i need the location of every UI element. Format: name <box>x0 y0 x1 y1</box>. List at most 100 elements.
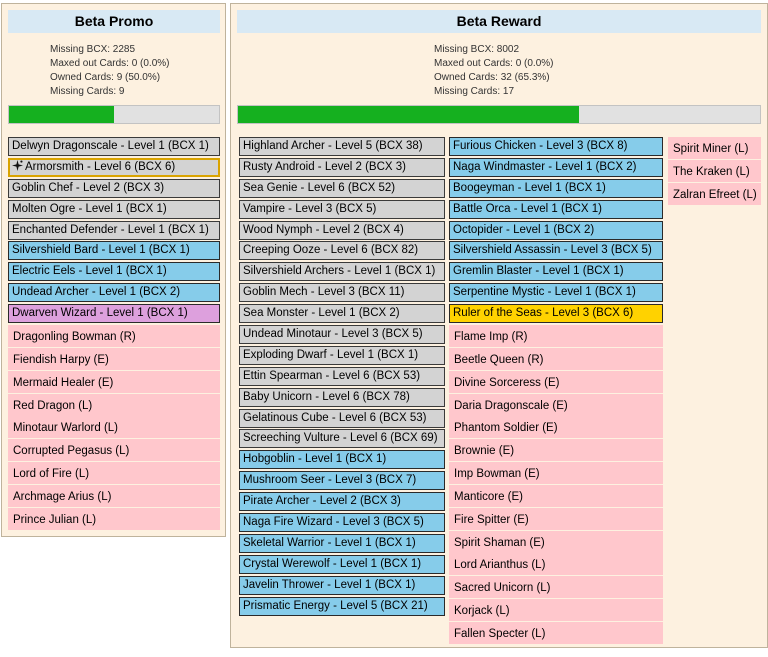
card-item[interactable]: Dwarven Wizard - Level 1 (BCX 1) <box>8 304 220 324</box>
card-item[interactable]: Mushroom Seer - Level 3 (BCX 7) <box>239 471 445 491</box>
card-label: Skeletal Warrior - Level 1 (BCX 1) <box>243 536 416 549</box>
card-item[interactable]: Lord of Fire (L) <box>8 462 220 485</box>
card-item[interactable]: Silvershield Assassin - Level 3 (BCX 5) <box>449 241 663 261</box>
owned-cards-stat: Owned Cards: 32 (65.3%) <box>434 72 550 83</box>
card-item[interactable]: Furious Chicken - Level 3 (BCX 8) <box>449 137 663 156</box>
card-item[interactable]: Minotaur Warlord (L) <box>8 416 220 439</box>
card-label: Red Dragon (L) <box>13 399 93 412</box>
missing-bcx-stat: Missing BCX: 2285 <box>50 44 136 55</box>
card-label: Archmage Arius (L) <box>13 490 112 503</box>
card-item[interactable]: Fiendish Harpy (E) <box>8 347 220 370</box>
beta-reward-panel: Beta Reward Missing BCX: 8002 Maxed out … <box>230 3 768 648</box>
card-item[interactable]: Armorsmith - Level 6 (BCX 6) <box>8 157 220 177</box>
card-item[interactable]: Spirit Miner (L) <box>668 137 761 159</box>
card-label: Silvershield Bard - Level 1 (BCX 1) <box>12 244 190 257</box>
card-label: Sacred Unicorn (L) <box>454 582 551 595</box>
card-item[interactable]: Sea Monster - Level 1 (BCX 2) <box>239 304 445 324</box>
card-item[interactable]: Silvershield Bard - Level 1 (BCX 1) <box>8 241 220 261</box>
card-item[interactable]: Battle Orca - Level 1 (BCX 1) <box>449 199 663 219</box>
card-item[interactable]: Sea Genie - Level 6 (BCX 52) <box>239 178 445 198</box>
card-item[interactable]: Imp Bowman (E) <box>449 462 663 485</box>
card-item[interactable]: Ruler of the Seas - Level 3 (BCX 6) <box>449 304 663 324</box>
card-item[interactable]: Lord Arianthus (L) <box>449 553 663 576</box>
card-label: Beetle Queen (R) <box>454 353 544 366</box>
card-item[interactable]: Goblin Chef - Level 2 (BCX 3) <box>8 178 220 198</box>
card-item[interactable]: Vampire - Level 3 (BCX 5) <box>239 199 445 219</box>
card-item[interactable]: Crystal Werewolf - Level 1 (BCX 1) <box>239 554 445 574</box>
card-item[interactable]: Wood Nymph - Level 2 (BCX 4) <box>239 220 445 240</box>
card-item[interactable]: Gelatinous Cube - Level 6 (BCX 53) <box>239 408 445 428</box>
maxed-cards-stat: Maxed out Cards: 0 (0.0%) <box>434 58 554 69</box>
card-label: Divine Sorceress (E) <box>454 376 560 389</box>
card-item[interactable]: Rusty Android - Level 2 (BCX 3) <box>239 157 445 177</box>
card-item[interactable]: Javelin Thrower - Level 1 (BCX 1) <box>239 575 445 595</box>
card-list: Delwyn Dragonscale - Level 1 (BCX 1) Armo… <box>8 137 220 531</box>
card-item[interactable]: Sacred Unicorn (L) <box>449 576 663 599</box>
card-item[interactable]: Gremlin Blaster - Level 1 (BCX 1) <box>449 262 663 282</box>
card-item[interactable]: Undead Archer - Level 1 (BCX 2) <box>8 283 220 303</box>
card-label: Exploding Dwarf - Level 1 (BCX 1) <box>243 348 419 361</box>
card-label: Baby Unicorn - Level 6 (BCX 78) <box>243 390 410 403</box>
card-item[interactable]: Korjack (L) <box>449 599 663 622</box>
missing-cards-stat: Missing Cards: 9 <box>50 86 125 97</box>
card-item[interactable]: Archmage Arius (L) <box>8 484 220 507</box>
card-label: The Kraken (L) <box>673 165 750 178</box>
card-item[interactable]: Screeching Vulture - Level 6 (BCX 69) <box>239 429 445 449</box>
card-label: Lord Arianthus (L) <box>454 559 546 572</box>
card-item[interactable]: Undead Minotaur - Level 3 (BCX 5) <box>239 325 445 345</box>
card-item[interactable]: Daria Dragonscale (E) <box>449 393 663 416</box>
card-label: Molten Ogre - Level 1 (BCX 1) <box>12 202 167 215</box>
card-label: Armorsmith - Level 6 (BCX 6) <box>25 160 176 173</box>
card-item[interactable]: Highland Archer - Level 5 (BCX 38) <box>239 137 445 156</box>
card-item[interactable]: Flame Imp (R) <box>449 325 663 348</box>
progress-fill <box>238 106 579 123</box>
card-label: Hobgoblin - Level 1 (BCX 1) <box>243 453 387 466</box>
card-item[interactable]: Phantom Soldier (E) <box>449 416 663 439</box>
card-item[interactable]: Molten Ogre - Level 1 (BCX 1) <box>8 199 220 219</box>
card-label: Vampire - Level 3 (BCX 5) <box>243 202 377 215</box>
card-item[interactable]: Electric Eels - Level 1 (BCX 1) <box>8 262 220 282</box>
card-label: Dwarven Wizard - Level 1 (BCX 1) <box>12 307 188 320</box>
card-item[interactable]: Beetle Queen (R) <box>449 347 663 370</box>
card-item[interactable]: Naga Fire Wizard - Level 3 (BCX 5) <box>239 513 445 533</box>
card-item[interactable]: Hobgoblin - Level 1 (BCX 1) <box>239 450 445 470</box>
card-item[interactable]: Boogeyman - Level 1 (BCX 1) <box>449 178 663 198</box>
card-item[interactable]: Prince Julian (L) <box>8 507 220 530</box>
card-item[interactable]: Silvershield Archers - Level 1 (BCX 1) <box>239 262 445 282</box>
card-label: Spirit Shaman (E) <box>454 536 545 549</box>
card-label: Battle Orca - Level 1 (BCX 1) <box>453 202 602 215</box>
card-item[interactable]: Fire Spitter (E) <box>449 507 663 530</box>
beta-promo-panel: Beta Promo Missing BCX: 2285 Maxed out C… <box>1 3 226 537</box>
card-item[interactable]: Brownie (E) <box>449 439 663 462</box>
card-item[interactable]: Divine Sorceress (E) <box>449 370 663 393</box>
card-item[interactable]: Dragonling Bowman (R) <box>8 325 220 348</box>
card-item[interactable]: Delwyn Dragonscale - Level 1 (BCX 1) <box>8 137 220 156</box>
card-item[interactable]: Goblin Mech - Level 3 (BCX 11) <box>239 283 445 303</box>
card-label: Lord of Fire (L) <box>13 468 90 481</box>
card-item[interactable]: Creeping Ooze - Level 6 (BCX 82) <box>239 241 445 261</box>
card-item[interactable]: Zalran Efreet (L) <box>668 182 761 205</box>
card-label: Goblin Mech - Level 3 (BCX 11) <box>243 286 405 299</box>
card-item[interactable]: Octopider - Level 1 (BCX 2) <box>449 220 663 240</box>
card-item[interactable]: Enchanted Defender - Level 1 (BCX 1) <box>8 220 220 240</box>
card-item[interactable]: Red Dragon (L) <box>8 393 220 416</box>
card-label: Daria Dragonscale (E) <box>454 399 568 412</box>
card-item[interactable]: Naga Windmaster - Level 1 (BCX 2) <box>449 157 663 177</box>
card-label: Crystal Werewolf - Level 1 (BCX 1) <box>243 557 422 570</box>
card-item[interactable]: Skeletal Warrior - Level 1 (BCX 1) <box>239 533 445 553</box>
card-label: Boogeyman - Level 1 (BCX 1) <box>453 181 606 194</box>
card-item[interactable]: Serpentine Mystic - Level 1 (BCX 1) <box>449 283 663 303</box>
card-item[interactable]: Prismatic Energy - Level 5 (BCX 21) <box>239 596 445 616</box>
card-item[interactable]: Manticore (E) <box>449 484 663 507</box>
card-item[interactable]: Pirate Archer - Level 2 (BCX 3) <box>239 492 445 512</box>
card-label: Spirit Miner (L) <box>673 143 749 155</box>
card-item[interactable]: Spirit Shaman (E) <box>449 530 663 553</box>
card-item[interactable]: The Kraken (L) <box>668 159 761 182</box>
card-item[interactable]: Mermaid Healer (E) <box>8 370 220 393</box>
card-label: Electric Eels - Level 1 (BCX 1) <box>12 265 167 278</box>
card-item[interactable]: Fallen Specter (L) <box>449 621 663 644</box>
card-item[interactable]: Baby Unicorn - Level 6 (BCX 78) <box>239 387 445 407</box>
card-item[interactable]: Corrupted Pegasus (L) <box>8 439 220 462</box>
card-item[interactable]: Exploding Dwarf - Level 1 (BCX 1) <box>239 345 445 365</box>
card-item[interactable]: Ettin Spearman - Level 6 (BCX 53) <box>239 366 445 386</box>
